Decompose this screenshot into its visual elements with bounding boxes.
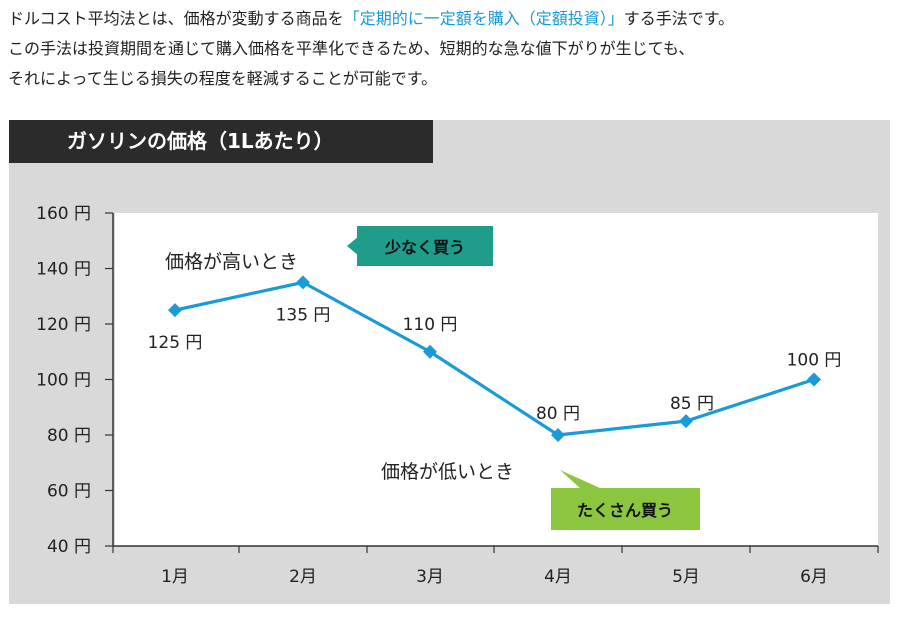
data-point — [423, 344, 437, 359]
y-tick-label: 100 円 — [36, 371, 91, 391]
data-label: 80 円 — [536, 404, 580, 424]
x-tick-label: 3月 — [416, 567, 444, 587]
data-label: 135 円 — [276, 305, 331, 325]
data-label: 100 円 — [787, 351, 842, 371]
intro-line-1-a: ドルコスト平均法とは、価格が変動する商品を — [8, 9, 344, 28]
y-tick-label: 60 円 — [47, 482, 91, 502]
chart-title: ガソリンの価格（1Lあたり） — [9, 120, 433, 163]
high-callout-box — [357, 226, 493, 266]
intro-highlight: 「定期的に一定額を購入（定額投資）」 — [343, 9, 624, 28]
x-tick-label: 1月 — [161, 567, 189, 587]
intro-line-2: この手法は投資期間を通じて購入価格を平準化できるため、短期的な急な値下がりが生じ… — [8, 39, 695, 58]
data-point — [168, 303, 182, 318]
data-point — [551, 428, 565, 442]
data-point — [679, 414, 693, 429]
x-tick-label: 5月 — [672, 567, 700, 587]
high-price-annotation: 価格が高いとき — [165, 251, 298, 273]
low-callout-label: たくさん買う — [577, 501, 673, 520]
y-tick-label: 40 円 — [47, 537, 91, 557]
y-tick-label: 120 円 — [36, 315, 91, 335]
high-callout-pointer — [347, 236, 359, 256]
x-tick-label: 4月 — [544, 567, 572, 587]
intro-text: ドルコスト平均法とは、価格が変動する商品を「定期的に一定額を購入（定額投資）」す… — [8, 4, 894, 94]
data-label: 85 円 — [670, 394, 714, 414]
high-callout-label: 少なく買う — [384, 238, 465, 257]
series-line — [174, 280, 815, 437]
intro-line-1-b: する手法です。 — [623, 9, 735, 28]
data-point — [807, 372, 821, 387]
y-tick-label: 160 円 — [36, 204, 91, 224]
data-label: 110 円 — [403, 315, 458, 335]
x-tick-label: 6月 — [800, 567, 828, 587]
y-tick-label: 80 円 — [47, 426, 91, 446]
low-callout-pointer — [560, 470, 600, 488]
intro-line-1: ドルコスト平均法とは、価格が変動する商品を「定期的に一定額を購入（定額投資）」す… — [8, 4, 894, 34]
low-price-annotation: 価格が低いとき — [381, 461, 514, 483]
x-tick-label: 2月 — [289, 567, 317, 587]
data-label: 125 円 — [148, 333, 203, 353]
y-tick-label: 140 円 — [36, 260, 91, 280]
intro-line-3: それによって生じる損失の程度を軽減することが可能です。 — [8, 69, 438, 88]
low-callout-box — [551, 488, 700, 530]
data-point — [296, 275, 310, 290]
plot-area — [115, 213, 878, 546]
